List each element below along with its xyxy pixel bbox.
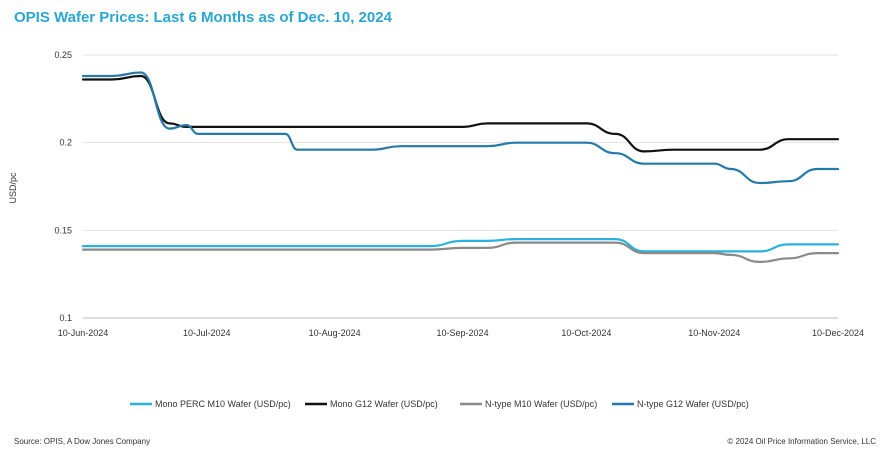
source-note: Source: OPIS, A Dow Jones Company <box>14 437 151 446</box>
series-line-n-type-m10-wafer <box>81 241 840 263</box>
series-line-mono-g12-wafer <box>81 74 840 153</box>
x-tick-label: 10-Oct-2024 <box>561 328 611 338</box>
legend: Mono PERC M10 Wafer (USD/pc) Mono G12 Waf… <box>130 399 749 409</box>
copyright-note: © 2024 Oil Price Information Service, LL… <box>727 437 876 446</box>
chart-title: OPIS Wafer Prices: Last 6 Months as of D… <box>14 9 392 26</box>
legend-label-n-type-m10-wafer: N-type M10 Wafer (USD/pc) <box>485 399 597 409</box>
x-tick-label: 10-Jul-2024 <box>183 328 231 338</box>
legend-label-n-type-g12-wafer: N-type G12 Wafer (USD/pc) <box>637 399 749 409</box>
legend-label-mono-g12-wafer: Mono G12 Wafer (USD/pc) <box>330 399 438 409</box>
y-tick-label: 0.25 <box>54 50 72 60</box>
x-tick-label: 10-Nov-2024 <box>688 328 740 338</box>
y-axis-ticks: 0.1 0.15 0.2 0.25 <box>54 50 72 323</box>
x-tick-label: 10-Aug-2024 <box>309 328 361 338</box>
y-axis-label: USD/pc <box>8 172 18 204</box>
series-line-n-type-g12-wafer <box>81 71 840 185</box>
y-tick-label: 0.1 <box>59 313 72 323</box>
x-tick-label: 10-Sep-2024 <box>437 328 489 338</box>
x-tick-label: 10-Jun-2024 <box>58 328 109 338</box>
y-tick-label: 0.2 <box>59 138 72 148</box>
grid-lines <box>83 54 838 319</box>
x-axis-ticks: 10-Jun-2024 10-Jul-2024 10-Aug-2024 10-Sep-… <box>58 328 864 338</box>
series-line-mono-perc-m10-wafer <box>81 237 840 253</box>
series-lines <box>81 71 840 263</box>
y-tick-label: 0.15 <box>54 225 72 235</box>
legend-label-mono-perc-m10-wafer: Mono PERC M10 Wafer (USD/pc) <box>155 399 291 409</box>
x-tick-label: 10-Dec-2024 <box>812 328 864 338</box>
